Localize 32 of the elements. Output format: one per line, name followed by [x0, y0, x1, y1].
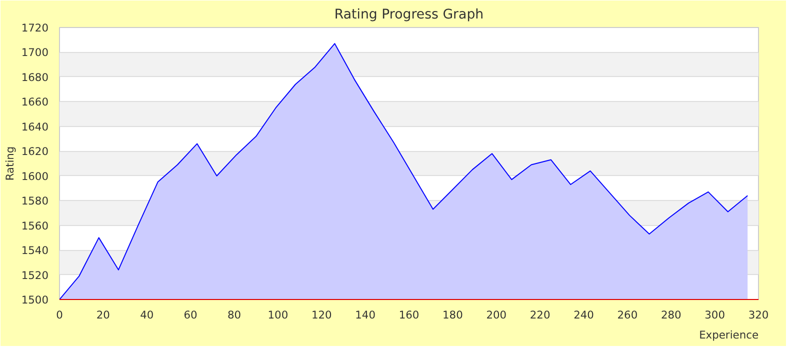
x-tick-label: 200	[486, 308, 507, 322]
x-tick-label: 240	[574, 308, 594, 322]
y-tick-label: 1600	[21, 170, 49, 183]
y-axis-title: Rating	[3, 146, 16, 181]
x-tick-label: 300	[704, 308, 726, 322]
y-tick-label: 1500	[21, 294, 49, 306]
x-tick-label: 40	[140, 308, 154, 322]
x-axis-title: Experience	[699, 328, 759, 342]
x-tick-label: 160	[398, 308, 420, 322]
x-tick-label: 80	[227, 308, 242, 322]
y-tick-label: 1660	[21, 96, 49, 109]
y-tick-label: 1620	[21, 145, 49, 158]
x-tick-label: 320	[748, 308, 769, 322]
y-tick-label: 1700	[21, 46, 49, 60]
x-tick-label: 260	[617, 308, 638, 322]
y-tick-label: 1580	[21, 194, 49, 208]
y-tick-label: 1720	[21, 22, 49, 34]
x-tick-label: 120	[311, 308, 332, 322]
x-tick-label: 280	[660, 308, 682, 322]
y-tick-label: 1640	[21, 120, 49, 134]
y-tick-label: 1540	[21, 244, 49, 258]
chart-title: Rating Progress Graph	[334, 8, 484, 22]
y-tick-label: 1680	[21, 70, 49, 84]
x-tick-label: 220	[530, 308, 550, 322]
y-tick-label: 1520	[21, 268, 49, 282]
x-tick-label: 100	[268, 308, 288, 322]
x-tick-label: 140	[355, 308, 376, 322]
x-tick-label: 0	[56, 308, 64, 322]
x-tick-label: 20	[96, 308, 110, 322]
y-tick-label: 1560	[21, 219, 49, 232]
x-tick-label: 60	[184, 308, 198, 322]
x-tick-label: 180	[442, 308, 464, 322]
